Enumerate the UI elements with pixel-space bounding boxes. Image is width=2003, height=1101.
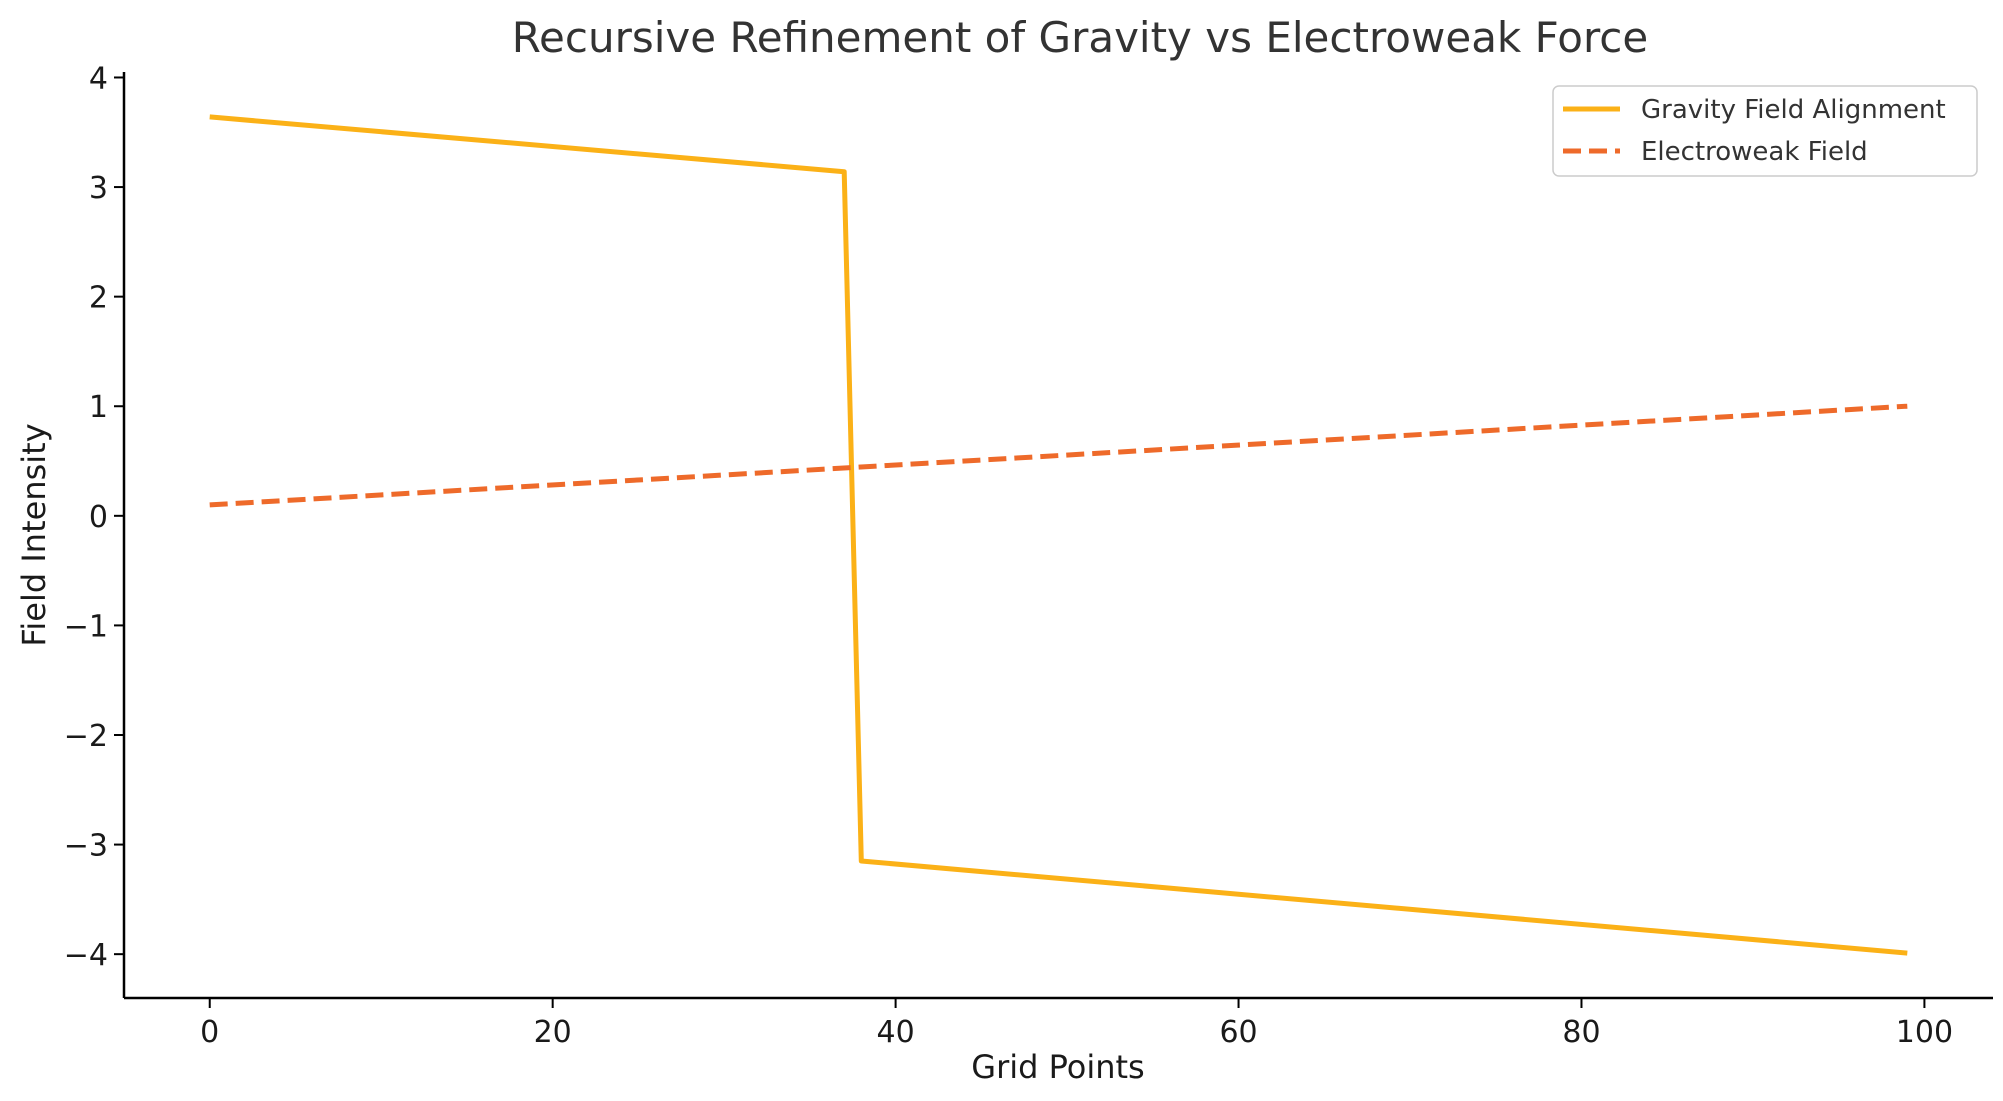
series-line-electroweak [209,403,1908,508]
x-tick-label: 80 [1562,1015,1600,1050]
x-tick-label: 0 [200,1015,219,1050]
x-ticks: 0 20 40 60 80 100 [200,998,1953,1050]
y-ticks: 4 3 2 1 0 −1 −2 −3 −4 [64,61,124,973]
x-tick-label: 60 [1219,1015,1257,1050]
legend: Gravity Field Alignment Electroweak Fiel… [1552,85,1978,177]
y-tick-label: −4 [64,938,108,973]
chart-title: Recursive Refinement of Gravity vs Elect… [512,13,1649,62]
legend-label-gravity: Gravity Field Alignment [1641,95,1946,125]
y-axis-label: Field Intensity [15,423,53,646]
x-tick-label: 40 [877,1015,915,1050]
x-tick-label: 100 [1896,1015,1953,1050]
y-tick-label: −3 [64,829,108,864]
x-axis-label: Grid Points [971,1048,1144,1086]
y-tick-label: −1 [64,609,108,644]
legend-label-electroweak: Electroweak Field [1641,137,1868,167]
y-tick-label: 1 [89,390,108,425]
y-tick-label: 0 [89,500,108,535]
y-tick-label: 2 [89,281,108,316]
x-tick-label: 20 [534,1015,572,1050]
legend-box [1552,85,1978,177]
y-tick-label: 4 [89,61,108,96]
series-line-gravity [209,114,1908,956]
y-tick-label: 3 [89,171,108,206]
y-tick-label: −2 [64,719,108,754]
series-lines [209,114,1908,956]
